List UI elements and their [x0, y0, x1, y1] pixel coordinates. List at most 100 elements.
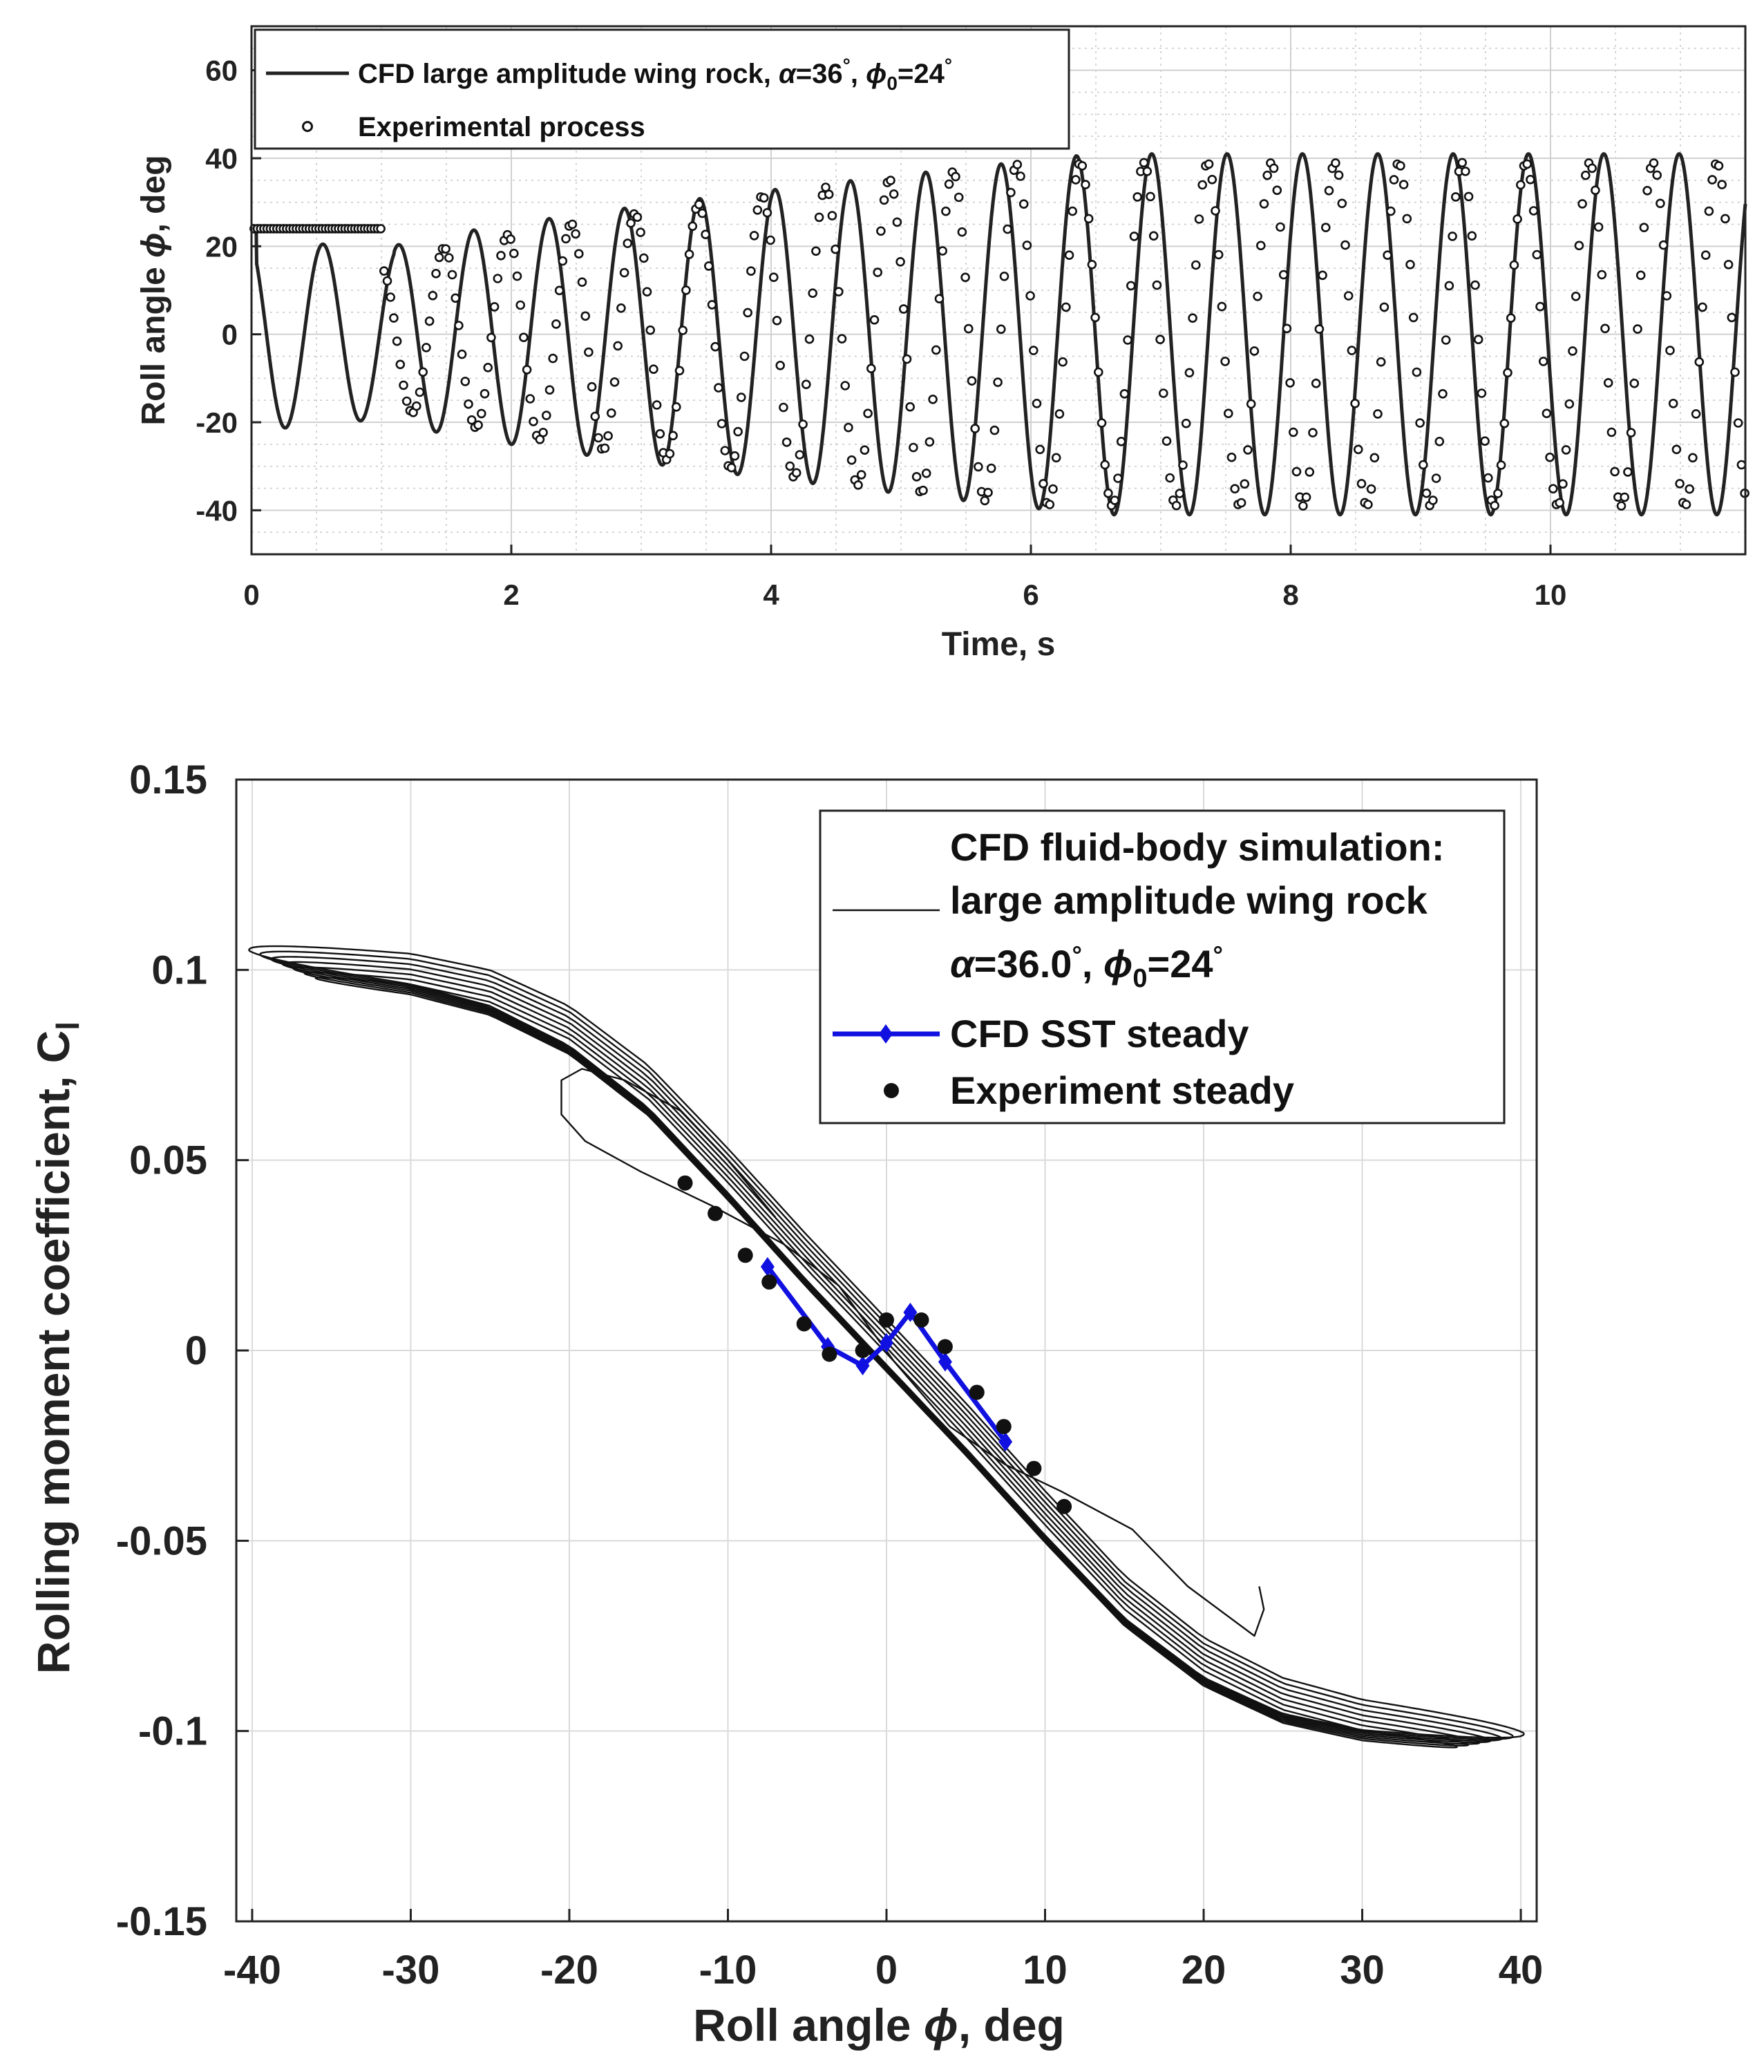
chart1-experimental-point: [911, 471, 922, 482]
chart1-experimental-point: [1396, 161, 1405, 171]
chart1-experimental-point: [837, 334, 847, 344]
chart1-experimental-point: [1311, 378, 1321, 388]
chart1-experimental-point: [1354, 444, 1363, 455]
chart1-experimental-point: [1025, 291, 1035, 301]
legend-cfd-line3: α=36.0°, ϕ0=24°: [950, 941, 1223, 993]
chart1-experimental-point: [671, 402, 681, 412]
chart1-legend: CFD large amplitude wing rock, α=36°, ϕ0…: [254, 28, 1070, 150]
chart2-y-tick-label: 0.1: [151, 948, 207, 992]
chart1-experimental-point: [1461, 167, 1470, 176]
chart1-experimental-point: [697, 208, 708, 218]
chart1-experimental-point: [1142, 167, 1153, 176]
chart1-experimental-point: [1334, 170, 1344, 180]
chart1-experimental-point: [954, 192, 964, 203]
chart1-experimental-point: [889, 189, 899, 199]
chart1-experimental-point: [1213, 249, 1224, 260]
chart1-experimental-point: [464, 399, 473, 409]
chart1-y-tick-label: -20: [196, 406, 238, 439]
chart1-experimental-point: [636, 227, 645, 238]
chart1-experimental-point: [1561, 445, 1571, 455]
chart1-experimental-point: [1428, 496, 1438, 505]
chart1-experimental-point: [1698, 302, 1707, 312]
chart1-experimental-point: [1727, 312, 1737, 323]
chart1-experimental-point: [1463, 191, 1474, 202]
chart2-cfd-transient-curve: [560, 1068, 1265, 1637]
chart2-cfd-hysteresis-loop: [314, 977, 1459, 1749]
chart1-experimental-point: [1412, 367, 1422, 377]
chart1-experimental-point: [1262, 170, 1272, 180]
chart1-experimental-point: [1324, 185, 1334, 196]
chart1-experimental-point: [1490, 500, 1499, 511]
chart1-experimental-point: [1574, 241, 1584, 251]
chart1-experimental-point: [1289, 427, 1298, 437]
chart1-experimental-point: [382, 276, 392, 286]
chart1-experimental-point: [1736, 460, 1747, 470]
chart1-experimental-point: [957, 227, 967, 237]
chart1-experimental-point: [993, 377, 1003, 387]
chart2-experiment-point: [677, 1175, 693, 1191]
chart1-experimental-point: [866, 364, 876, 374]
chart1-experimental-point: [1538, 357, 1548, 366]
chart1-experimental-point: [1321, 223, 1331, 233]
chart1-experimental-point: [594, 433, 603, 443]
chart1-experimental-point: [554, 285, 565, 296]
chart1-experimental-point: [989, 425, 1000, 435]
chart1-experimental-point: [1051, 453, 1061, 463]
chart1-experimental-point: [1603, 378, 1613, 388]
chart1-experimental-point: [480, 388, 490, 399]
chart1-experimental-point: [632, 212, 643, 223]
chart1-experimental-point: [1110, 496, 1120, 505]
chart1-experimental-point: [392, 336, 402, 346]
chart1-experimental-point: [1090, 312, 1100, 323]
chart1-experimental-point: [1236, 498, 1246, 508]
chart1-experimental-point: [1402, 214, 1412, 224]
chart1-experimental-point: [451, 293, 461, 303]
chart2-sst-steady-marker: [998, 1432, 1013, 1452]
chart1-experimental-point: [544, 385, 555, 395]
chart1-experimental-point: [1730, 367, 1740, 377]
chart1-experimental-point: [1119, 388, 1130, 399]
chart1-experimental-point: [938, 246, 947, 256]
chart1-experimental-point: [1707, 175, 1717, 185]
chart1-experimental-point: [1714, 161, 1724, 171]
time-history-chart: 0 2 4 6 8 10 -40 -20 0 20 40 60 Time, s Roll angle …: [135, 25, 1749, 663]
chart1-experimental-point: [726, 462, 737, 473]
chart1-experimental-point: [1298, 501, 1308, 511]
chart1-experimental-point: [1548, 484, 1558, 494]
chart1-experimental-point: [600, 443, 610, 453]
chart1-experimental-point: [1071, 175, 1081, 185]
chart1-experimental-point: [869, 314, 880, 325]
chart1-experimental-point: [1441, 335, 1451, 345]
chart1-experimental-point: [781, 437, 792, 447]
chart1-experimental-point: [1671, 444, 1682, 455]
chart1-experimental-point: [960, 272, 970, 283]
chart1-experimental-point: [827, 211, 837, 220]
chart1-experimental-point: [743, 308, 752, 318]
chart1-x-tick-label: 4: [763, 578, 779, 611]
chart1-experimental-point: [1224, 408, 1233, 419]
chart1-experimental-point: [1083, 214, 1094, 224]
chart1-experimental-point: [1181, 418, 1191, 428]
chart1-experimental-point: [791, 468, 802, 478]
chart1-experimental-point: [573, 249, 584, 259]
chart1-experimental-point: [1522, 159, 1532, 169]
chart2-y-tick-label: 0.15: [129, 757, 207, 802]
chart1-experimental-point: [1477, 388, 1487, 398]
chart1-experimental-point: [1532, 249, 1542, 260]
chart1-experimental-point: [1272, 185, 1282, 196]
chart1-experimental-point: [616, 303, 626, 313]
chart1-experimental-point: [389, 313, 399, 323]
chart1-experimental-point: [1506, 313, 1516, 323]
chart1-experimental-point: [769, 272, 779, 283]
chart1-experimental-point: [571, 229, 580, 239]
chart1-experimental-point: [1448, 232, 1457, 241]
chart1-experimental-point: [1733, 418, 1743, 428]
chart1-experimental-point: [840, 381, 850, 390]
chart1-experimental-point: [1457, 158, 1467, 168]
chart1-y-axis-label: Roll angle ϕ, deg: [135, 155, 172, 425]
chart1-experimental-point: [1226, 452, 1237, 462]
chart1-experimental-point: [879, 195, 889, 205]
chart1-experimental-point: [584, 347, 594, 357]
chart1-experimental-point: [1558, 479, 1568, 489]
chart1-experimental-point: [1564, 399, 1575, 409]
